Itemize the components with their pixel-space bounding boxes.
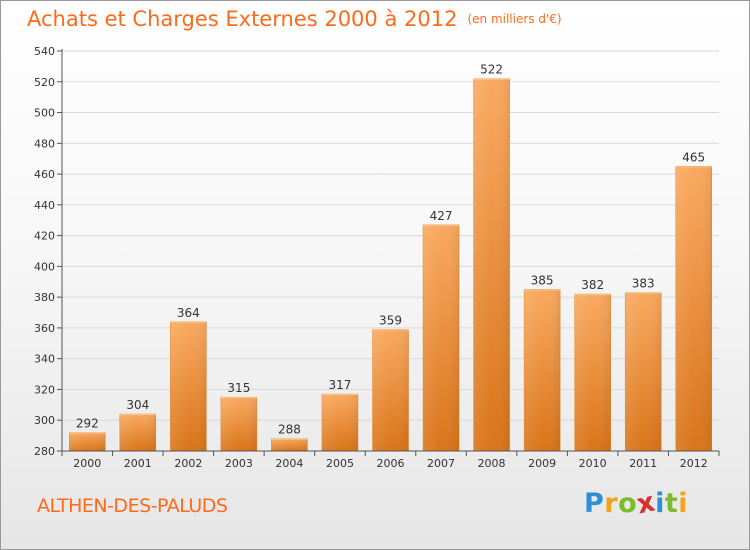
bar-shine <box>524 289 561 451</box>
bar-shine <box>220 397 257 451</box>
data-label: 385 <box>531 273 554 287</box>
bar-shine <box>675 166 712 451</box>
commune-name: ALTHEN-DES-PALUDS <box>37 495 228 517</box>
logo-letter: P <box>584 488 605 519</box>
y-tick-label: 500 <box>34 107 55 120</box>
logo-letter: i <box>655 488 665 519</box>
data-label: 315 <box>227 381 250 395</box>
y-tick-label: 340 <box>34 353 55 366</box>
data-label: 304 <box>126 398 149 412</box>
bar-shine <box>423 224 460 451</box>
x-tick-label: 2003 <box>225 457 253 470</box>
y-tick-label: 280 <box>34 445 55 458</box>
x-tick-label: 2002 <box>174 457 202 470</box>
y-tick-label: 380 <box>34 291 55 304</box>
y-tick-label: 460 <box>34 168 55 181</box>
y-tick-label: 400 <box>34 260 55 273</box>
x-tick-label: 2011 <box>629 457 657 470</box>
bar-shine <box>574 294 611 451</box>
bar-shine <box>321 394 358 451</box>
logo-letter: i <box>678 488 689 519</box>
y-tick-label: 540 <box>34 45 55 58</box>
y-tick-label: 300 <box>34 414 55 427</box>
bar-shine <box>119 414 156 451</box>
y-tick-label: 440 <box>34 199 55 212</box>
data-label: 427 <box>430 209 453 223</box>
logo-letter: o <box>618 488 638 519</box>
data-label: 465 <box>682 150 705 164</box>
x-tick-label: 2009 <box>528 457 556 470</box>
chart-title: Achats et Charges Externes 2000 à 2012 (e… <box>27 7 562 31</box>
proxiti-logo: Proxiti <box>584 486 689 520</box>
data-label: 383 <box>632 277 655 291</box>
data-label: 382 <box>581 278 604 292</box>
x-tick-label: 2006 <box>377 457 405 470</box>
data-labels: 292 304 364 315 288 317 359 427 522 385 382 383 465 <box>76 63 705 437</box>
y-tick-label: 520 <box>34 76 55 89</box>
bar-shine <box>271 438 308 451</box>
bar-shine <box>69 432 106 451</box>
x-tick-label: 2012 <box>680 457 708 470</box>
bars <box>69 78 712 452</box>
x-tick-label: 2005 <box>326 457 354 470</box>
logo-letter: t <box>664 488 679 519</box>
x-tick-label: 2001 <box>124 457 152 470</box>
data-label: 359 <box>379 313 402 327</box>
data-label: 522 <box>480 63 503 77</box>
y-tick-label: 320 <box>34 383 55 396</box>
x-tick-label: 2008 <box>478 457 506 470</box>
bar-shine <box>372 329 409 451</box>
y-tick-label: 360 <box>34 322 55 335</box>
bar-shine <box>625 292 662 451</box>
x-tick-label: 2000 <box>73 457 101 470</box>
x-tick-label: 2004 <box>275 457 303 470</box>
x-tick-label: 2010 <box>579 457 607 470</box>
logo-letter: r <box>604 488 619 519</box>
x-tick-label: 2007 <box>427 457 455 470</box>
data-label: 292 <box>76 417 99 431</box>
chart-title-text: Achats et Charges Externes 2000 à 2012 <box>27 7 458 31</box>
y-tick-label: 480 <box>34 137 55 150</box>
data-label: 288 <box>278 423 301 437</box>
chart-unit: (en milliers d'€) <box>467 12 562 26</box>
data-label: 317 <box>329 378 352 392</box>
bar-shine <box>170 321 207 451</box>
bar-shine <box>473 78 510 451</box>
axes: 280 300 320 340 360 380 400 420 440 460 480 500 520 5… <box>34 45 720 470</box>
y-tick-label: 420 <box>34 230 55 243</box>
data-label: 364 <box>177 306 200 320</box>
